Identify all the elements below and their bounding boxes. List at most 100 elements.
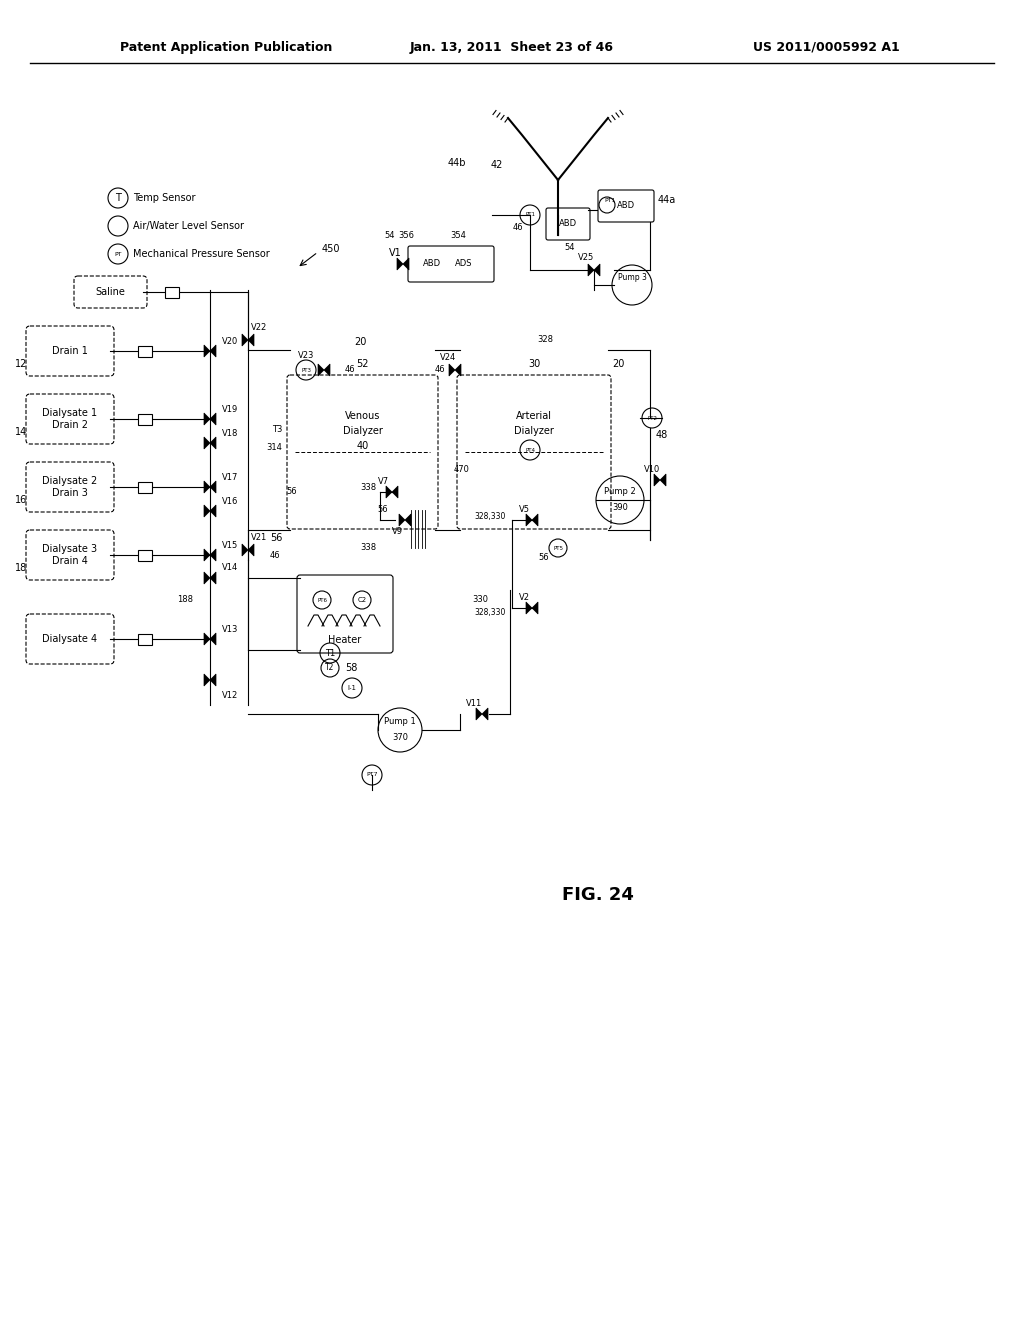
- Text: US 2011/0005992 A1: US 2011/0005992 A1: [754, 41, 900, 54]
- Text: T3: T3: [271, 425, 282, 434]
- Bar: [165, 286, 179, 297]
- Polygon shape: [242, 334, 248, 346]
- Polygon shape: [204, 413, 210, 425]
- Polygon shape: [204, 506, 210, 517]
- Text: V20: V20: [222, 337, 239, 346]
- Text: V17: V17: [222, 473, 239, 482]
- FancyBboxPatch shape: [546, 209, 590, 240]
- Polygon shape: [248, 544, 254, 556]
- Text: 330: 330: [472, 595, 488, 605]
- Text: I-1: I-1: [347, 685, 356, 690]
- Polygon shape: [403, 257, 409, 271]
- Polygon shape: [210, 572, 216, 583]
- Text: 56: 56: [378, 506, 388, 515]
- Text: T1: T1: [325, 648, 335, 657]
- Text: PT1: PT1: [525, 213, 535, 218]
- Text: 46: 46: [269, 552, 281, 561]
- Text: V25: V25: [578, 253, 594, 263]
- Text: PT6: PT6: [317, 598, 327, 602]
- Text: V15: V15: [222, 540, 239, 549]
- Polygon shape: [204, 572, 210, 583]
- Text: 16: 16: [15, 495, 27, 506]
- Text: 470: 470: [454, 466, 470, 474]
- Polygon shape: [324, 364, 330, 376]
- Text: 30: 30: [528, 359, 540, 370]
- Text: Mechanical Pressure Sensor: Mechanical Pressure Sensor: [133, 249, 269, 259]
- Polygon shape: [210, 634, 216, 645]
- Polygon shape: [397, 257, 403, 271]
- Text: 18: 18: [15, 564, 27, 573]
- Text: 338: 338: [360, 544, 376, 553]
- Text: PT7: PT7: [367, 772, 378, 777]
- Text: V24: V24: [440, 354, 456, 363]
- FancyBboxPatch shape: [26, 462, 114, 512]
- Text: PT2: PT2: [647, 416, 657, 421]
- Text: Dialysate 2
Drain 3: Dialysate 2 Drain 3: [42, 477, 97, 498]
- Text: V13: V13: [222, 624, 239, 634]
- Text: 56: 56: [269, 533, 283, 543]
- FancyBboxPatch shape: [26, 393, 114, 444]
- FancyBboxPatch shape: [457, 375, 611, 529]
- Text: Pump 2: Pump 2: [604, 487, 636, 496]
- Text: 54: 54: [385, 231, 395, 240]
- Polygon shape: [526, 513, 532, 525]
- Text: 42: 42: [490, 160, 503, 170]
- Text: 20: 20: [354, 337, 367, 347]
- Polygon shape: [210, 413, 216, 425]
- Bar: [138, 346, 152, 356]
- Text: Drain 1: Drain 1: [52, 346, 88, 356]
- Text: V14: V14: [222, 564, 239, 573]
- Text: Dialysate 1
Drain 2: Dialysate 1 Drain 2: [42, 408, 97, 430]
- Text: 56: 56: [287, 487, 297, 496]
- Polygon shape: [210, 506, 216, 517]
- Polygon shape: [204, 345, 210, 356]
- FancyBboxPatch shape: [26, 531, 114, 579]
- Text: Pump 1: Pump 1: [384, 718, 416, 726]
- Text: Dialyzer: Dialyzer: [514, 426, 554, 436]
- Text: 46: 46: [513, 223, 523, 232]
- FancyBboxPatch shape: [287, 375, 438, 529]
- Text: V5: V5: [518, 504, 529, 513]
- Text: FIG. 24: FIG. 24: [562, 886, 634, 904]
- Text: V19: V19: [222, 404, 239, 413]
- Polygon shape: [392, 486, 398, 498]
- Text: Heater: Heater: [329, 635, 361, 645]
- Text: 356: 356: [398, 231, 414, 239]
- FancyBboxPatch shape: [26, 326, 114, 376]
- Text: 370: 370: [392, 733, 408, 742]
- Bar: [138, 549, 152, 561]
- Text: 48: 48: [656, 430, 668, 440]
- Text: Venous: Venous: [345, 411, 380, 421]
- Text: 40: 40: [356, 441, 369, 451]
- Polygon shape: [210, 345, 216, 356]
- Text: 56: 56: [539, 553, 549, 562]
- Text: 390: 390: [612, 503, 628, 512]
- FancyBboxPatch shape: [74, 276, 147, 308]
- Text: 20: 20: [611, 359, 625, 370]
- Text: 44b: 44b: [447, 158, 466, 168]
- Text: 450: 450: [322, 244, 341, 253]
- Text: Dialysate 3
Drain 4: Dialysate 3 Drain 4: [42, 544, 97, 566]
- Text: V12: V12: [222, 690, 239, 700]
- Polygon shape: [399, 513, 406, 525]
- Polygon shape: [594, 264, 600, 276]
- Text: ABD: ABD: [423, 260, 441, 268]
- FancyBboxPatch shape: [297, 576, 393, 653]
- Polygon shape: [476, 708, 482, 719]
- Polygon shape: [588, 264, 594, 276]
- Text: V16: V16: [222, 496, 239, 506]
- Polygon shape: [204, 437, 210, 449]
- Polygon shape: [532, 602, 538, 614]
- Polygon shape: [204, 480, 210, 492]
- Text: PT: PT: [115, 252, 122, 256]
- Polygon shape: [386, 486, 392, 498]
- Text: Saline: Saline: [95, 286, 125, 297]
- Bar: [138, 413, 152, 425]
- Text: 44a: 44a: [658, 195, 676, 205]
- Text: V22: V22: [251, 323, 267, 333]
- Polygon shape: [318, 364, 324, 376]
- Polygon shape: [449, 364, 455, 376]
- Polygon shape: [210, 480, 216, 492]
- Text: ABD: ABD: [616, 202, 635, 210]
- Text: Pump 3: Pump 3: [617, 273, 646, 282]
